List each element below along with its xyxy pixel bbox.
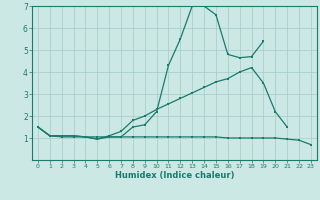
X-axis label: Humidex (Indice chaleur): Humidex (Indice chaleur) (115, 171, 234, 180)
